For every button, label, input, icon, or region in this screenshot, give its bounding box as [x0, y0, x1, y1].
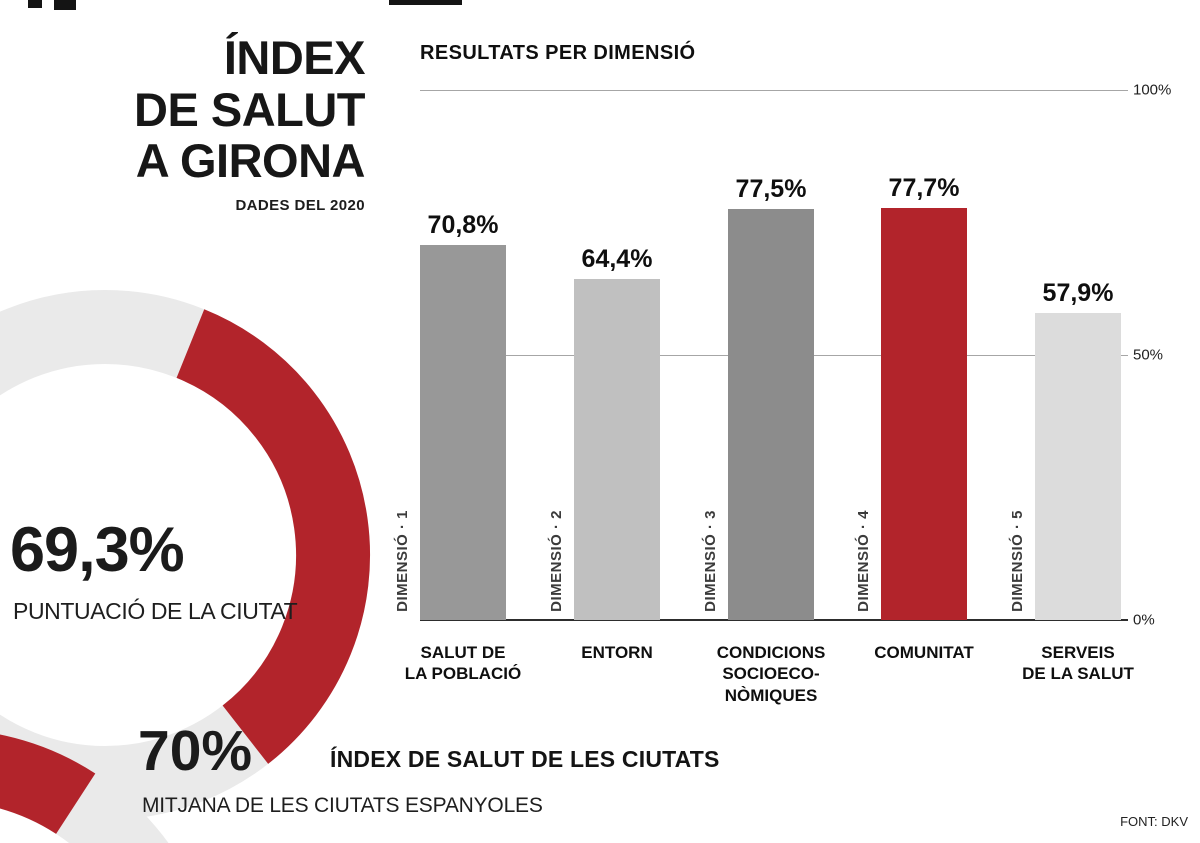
- average-score-title: ÍNDEX DE SALUT DE LES CIUTATS: [330, 746, 720, 772]
- y-axis-tick-label: 50%: [1133, 346, 1164, 364]
- source-label: FONT: DKV: [1120, 814, 1188, 829]
- page-title-line: DE SALUT: [134, 82, 366, 136]
- dimension-label: DIMENSIÓ · 5: [1009, 510, 1026, 612]
- dimension-label: DIMENSIÓ · 2: [548, 510, 565, 612]
- city-score-caption: PUNTUACIÓ DE LA CIUTAT: [13, 598, 298, 624]
- bar-value-label: 77,5%: [735, 175, 807, 204]
- bar-1: [420, 244, 506, 620]
- bar-value-label: 70,8%: [427, 210, 499, 239]
- bar-value-label: 77,7%: [888, 174, 960, 203]
- page-title-line: ÍNDEX: [223, 31, 366, 84]
- city-score-gauge-arc: [176, 309, 370, 764]
- page-title-line: A GIRONA: [135, 134, 366, 188]
- dimension-label: DIMENSIÓ · 1: [394, 510, 411, 612]
- dimension-label: DIMENSIÓ · 3: [702, 510, 719, 612]
- bar-5: [1035, 313, 1121, 620]
- crop-artifact: [28, 0, 42, 8]
- category-label: SERVEIS DE LA SALUT: [1022, 643, 1134, 684]
- crop-artifact: [54, 0, 76, 10]
- crop-artifact: [389, 0, 462, 5]
- average-score-caption: MITJANA DE LES CIUTATS ESPANYOLES: [142, 794, 543, 817]
- bar-value-label: 57,9%: [1042, 279, 1114, 308]
- bar-4: [881, 208, 967, 620]
- category-label: CONDICIONS SOCIOECO- NÒMIQUES: [716, 643, 826, 705]
- average-score-value: 70%: [138, 719, 253, 783]
- gridline-0%: [420, 619, 1128, 621]
- y-axis-tick-label: 0%: [1133, 611, 1155, 629]
- bar-2: [574, 278, 660, 620]
- title-block: ÍNDEX DE SALUT A GIRONA DADES DEL 2020: [134, 31, 366, 215]
- average-score-gauge-arc: [0, 734, 96, 834]
- category-label: SALUT DE LA POBLACIÓ: [404, 643, 522, 684]
- chart-title: RESULTATS PER DIMENSIÓ: [420, 42, 696, 64]
- gridline-100%: [420, 90, 1128, 91]
- category-label: ENTORN: [581, 643, 653, 662]
- bar-3: [728, 209, 814, 620]
- dimension-label: DIMENSIÓ · 4: [855, 510, 872, 612]
- category-label: COMUNITAT: [874, 643, 974, 662]
- bar-value-label: 64,4%: [581, 244, 653, 273]
- y-axis-tick-label: 100%: [1133, 81, 1172, 99]
- data-year-subtitle: DADES DEL 2020: [235, 197, 365, 215]
- city-score-value: 69,3%: [10, 515, 185, 585]
